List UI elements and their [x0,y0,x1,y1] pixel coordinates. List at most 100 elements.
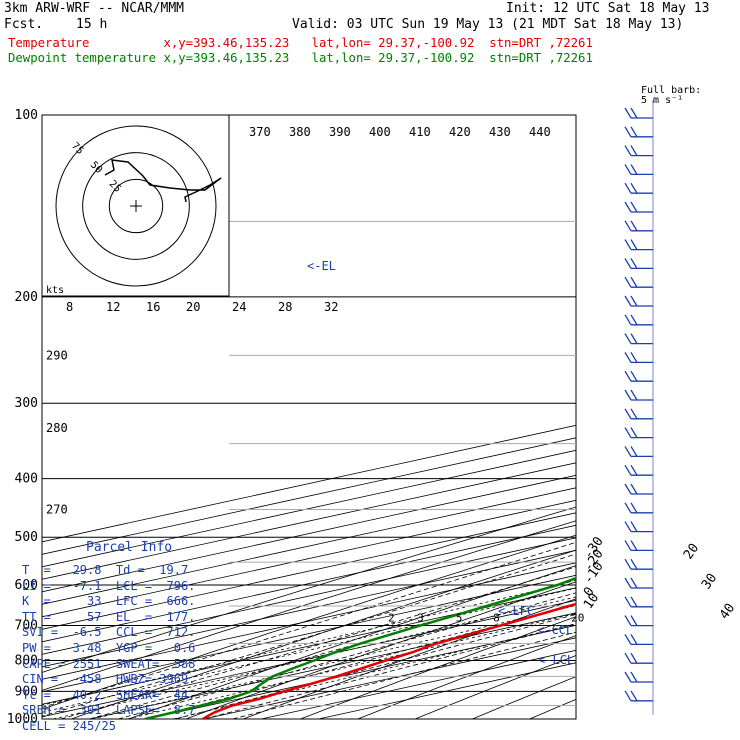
wind-barb [624,145,653,157]
dry-adiabat [299,616,576,719]
wind-barb [624,201,653,213]
moist-adiabat [232,631,576,719]
wind-barb-flag [624,615,632,626]
pressure-tick-label: 800 [15,653,38,668]
dry-adiabat-label: 390 [329,125,351,139]
wind-barb [624,370,653,382]
wind-barb-flag [624,540,632,551]
wind-barb-flag [630,145,638,156]
wind-barb [624,239,653,251]
wind-barb-flag [624,502,632,514]
wind-barb-flag [630,540,638,551]
wind-barb-flag [630,258,638,269]
parcel-level-annotation: <-LCL [538,653,574,667]
dry-adiabat-label: 420 [449,125,471,139]
wind-barb-flag [630,389,638,401]
wind-barb [624,408,653,420]
dry-adiabat-label: 290 [46,348,68,362]
wind-barb-flag [624,521,632,532]
dry-adiabat-label: 410 [409,125,431,139]
wind-barb [624,220,653,232]
wind-barb [624,577,653,589]
moist-adiabat [42,541,576,708]
wind-barb [624,652,653,664]
dry-adiabat-label: 380 [289,125,311,139]
dry-adiabat [70,549,576,719]
wind-barb [624,333,653,345]
dry-adiabat [42,520,576,691]
pressure-tick-label: 600 [15,578,38,593]
dry-adiabat-label: 440 [529,125,551,139]
isotherm-label: 20 [681,541,702,562]
parcel-info-row: Tc = 40.2 SHEAR= 44. [22,687,196,702]
wind-barb-flag [630,182,638,194]
isotherm-line [42,512,576,630]
wind-barb-flag [624,182,632,194]
dry-adiabat [471,676,576,719]
dry-adiabat [558,115,740,732]
wind-barb-flag [624,464,632,476]
mixing-ratio-label: 8 [493,611,500,624]
wind-barb-flag [630,201,638,213]
wind-barb [624,446,653,458]
wind-barb-flag [624,107,632,119]
wind-barb [624,502,653,514]
parcel-info-title: Parcel Info [86,540,173,555]
hodograph-ring [82,152,190,260]
mixing-ratio-line [42,587,576,713]
wind-barb-flag [630,427,638,438]
isotherm-label: 30 [699,571,720,592]
wind-barb-flag [630,521,638,532]
parcel-level-annotation: <-CCL [537,623,573,637]
parcel-info-row: SVI = -6.5 CCL = 712. [22,625,196,640]
isotherm-line [89,612,576,719]
pressure-tick-label: 300 [15,396,38,411]
wind-barb [624,314,653,326]
dry-adiabat-label: 430 [489,125,511,139]
dry-adiabat-label: 270 [46,503,68,517]
dry-adiabat [42,534,576,710]
hodograph-trace [104,159,222,203]
parcel-info-row: T = 29.8 Td = 19.7 [22,563,189,577]
isotherm-label: 10 [581,591,602,612]
wind-barb-flag [630,352,638,363]
temperature-legend: Temperature x,y=393.46,135.23 lat,lon= 2… [8,36,593,50]
wind-speed-scale-label: 8 [66,300,73,314]
wind-barb-flag [624,483,632,495]
wind-barb [624,276,653,288]
wind-speed-scale-label: 28 [278,300,292,314]
isotherm-line [42,537,576,655]
isotherm-line [42,599,576,718]
wind-barb-flag [630,596,638,608]
wind-barb-flag [624,314,632,326]
wind-barb-flag [630,276,638,288]
isotherm-line [42,524,576,643]
parcel-info-row: CELL = 245/25 [22,719,116,733]
moist-adiabat [117,592,576,719]
wind-barb-flag [630,333,638,344]
pressure-tick-label: 500 [15,530,38,545]
isotherm-line [42,574,576,693]
wind-speed-scale-label: 12 [106,300,120,314]
wind-barb-flag [624,370,632,382]
wind-barb-flag [630,671,638,683]
isotherm-line [318,662,576,719]
wind-barb-flag [630,164,638,175]
barb-key-line1: Full barb: [641,85,702,96]
wind-barb [624,389,653,401]
forecast-hours: 15 h [76,17,108,32]
parcel-info-row: TT = 57 EL = 177. [22,609,196,624]
temperature-profile [202,602,576,719]
dry-adiabat [414,655,576,719]
wind-barb-flag [624,352,632,363]
wind-barb-flag [624,164,632,175]
wind-barb-flag [630,107,638,119]
parcel-info-row: PW = 3.48 YGP = 0.6 [22,641,196,655]
pressure-tick-label: 700 [15,618,38,633]
wind-barb [624,521,653,533]
wind-barb [624,558,653,570]
wind-barb-flag [630,464,638,476]
mixing-ratio-label: 3 [417,611,424,624]
